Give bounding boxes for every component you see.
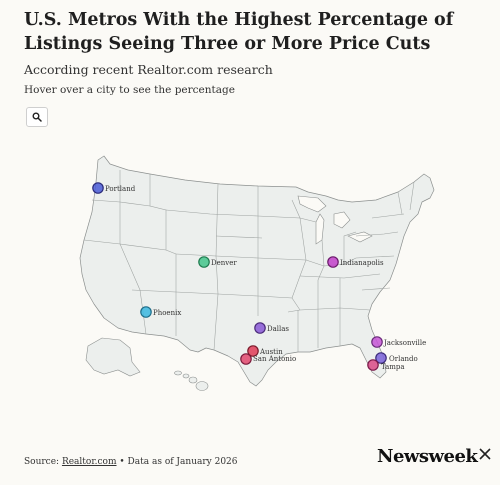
source-prefix: Source: <box>24 457 62 467</box>
search-button[interactable] <box>26 107 48 127</box>
city-marker-san-antonio[interactable]: San Antonio <box>240 353 296 365</box>
city-marker-phoenix[interactable]: Phoenix <box>140 306 182 318</box>
city-label: San Antonio <box>253 355 296 363</box>
source-suffix: • Data as of January 2026 <box>116 457 238 467</box>
city-label: Jacksonville <box>383 339 426 347</box>
city-marker-austin[interactable]: Austin <box>247 345 283 357</box>
city-marker-dallas[interactable]: Dallas <box>254 322 290 334</box>
hover-hint: Hover over a city to see the percentage <box>24 84 235 96</box>
city-label: Dallas <box>267 325 289 333</box>
close-icon <box>479 448 491 460</box>
source-link[interactable]: Realtor.com <box>61 457 117 467</box>
chart-title: U.S. Metros With the Highest Percentage … <box>24 10 454 54</box>
alaska-inset <box>85 337 141 377</box>
great-lakes <box>297 195 373 245</box>
city-marker-jacksonville[interactable]: Jacksonville <box>371 336 426 348</box>
city-label: Denver <box>211 259 237 267</box>
hawaii-inset <box>174 370 209 391</box>
city-label: Austin <box>259 348 283 356</box>
city-label: Tampa <box>381 363 405 371</box>
us-map: Portland Denver Phoenix Dallas Austin Sa… <box>79 155 435 391</box>
city-label: Orlando <box>389 355 418 363</box>
chart-subtitle: According recent Realtor.com research <box>24 62 273 77</box>
state-borders <box>83 170 415 352</box>
city-marker-tampa[interactable]: Tampa <box>367 359 405 371</box>
city-label: Portland <box>105 185 136 193</box>
newsweek-logo: Newsweek <box>377 446 478 467</box>
city-label: Indianapolis <box>340 259 384 267</box>
close-button[interactable] <box>477 446 493 462</box>
city-marker-denver[interactable]: Denver <box>198 256 238 268</box>
city-marker-orlando[interactable]: Orlando <box>375 352 418 364</box>
city-label: Phoenix <box>153 309 181 317</box>
source-note: Source: Realtor.com • Data as of January… <box>24 457 238 467</box>
city-marker-indianapolis[interactable]: Indianapolis <box>327 256 384 268</box>
magnifier-icon <box>32 112 42 122</box>
city-marker-portland[interactable]: Portland <box>92 182 136 194</box>
